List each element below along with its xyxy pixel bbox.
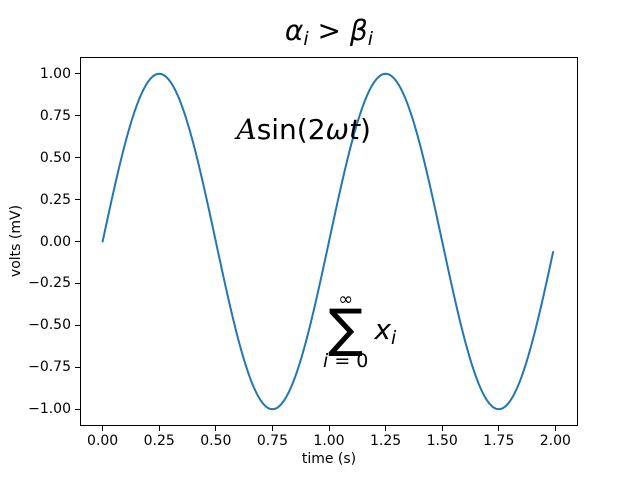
signal-line	[101, 72, 555, 411]
y-tick-label: 1.00	[39, 65, 71, 82]
title-alpha: α	[284, 14, 304, 47]
sum-lower-limit: i = 0	[323, 349, 369, 373]
plot-title: αi > βi	[80, 14, 578, 50]
x-axis-label: time (s)	[301, 451, 357, 467]
tick-mark	[328, 426, 330, 431]
tick-mark	[75, 115, 80, 117]
tick-mark	[441, 426, 443, 431]
x-tick-label: 0.50	[200, 433, 232, 449]
y-tick-label: −1.00	[28, 401, 71, 418]
y-axis-label: volts (mV)	[8, 204, 24, 278]
tick-mark	[102, 426, 104, 431]
x-tick-label: 0.00	[87, 433, 119, 449]
x-tick-label: 2.00	[539, 433, 571, 449]
sigma-symbol: ∑	[328, 299, 364, 360]
x-tick-label: 1.25	[369, 433, 402, 449]
tick-mark	[158, 426, 160, 431]
annotation-sin-fn: sin(2	[256, 112, 326, 146]
x-tick-label: 1.50	[426, 433, 458, 449]
x-tick-label: 1.00	[313, 433, 345, 449]
tick-mark	[385, 426, 387, 431]
tick-mark	[271, 426, 273, 431]
tick-mark	[75, 324, 80, 326]
title-beta-subscript: i	[367, 28, 374, 50]
y-tick-label: 0.50	[39, 149, 71, 166]
tick-mark	[215, 426, 217, 431]
sum-lower-value: = 0	[328, 349, 369, 372]
sum-term-subscript: i	[390, 326, 397, 349]
annotation-sum-term: xi	[374, 312, 397, 349]
y-tick-label: 0.25	[39, 191, 71, 208]
title-alpha-subscript: i	[303, 28, 309, 50]
sum-term-x: x	[374, 312, 391, 346]
annotation-sum-operator: ∞ ∑ i = 0	[323, 291, 368, 372]
x-tick-label: 0.25	[143, 433, 175, 449]
title-relation: >	[308, 14, 350, 47]
x-tick-label: 1.75	[483, 433, 515, 449]
tick-mark	[75, 366, 80, 368]
annotation-sin-close: )	[359, 112, 371, 146]
y-tick-label: 0.75	[39, 107, 71, 124]
x-tick-label: 0.75	[256, 433, 288, 449]
tick-mark	[75, 157, 80, 159]
annotation-sin-omega: ω	[325, 112, 349, 146]
annotation-sin-t: t	[349, 112, 360, 146]
annotation-sum: ∞ ∑ i = 0 xi	[323, 291, 396, 372]
infinity-symbol: ∞	[338, 289, 354, 311]
sum-lower-index: i	[323, 349, 329, 372]
tick-mark	[75, 282, 80, 284]
y-tick-label: −0.25	[28, 275, 71, 292]
tick-mark	[75, 199, 80, 201]
annotation-sin: Asin(2ωt)	[236, 112, 371, 146]
y-tick-label: −0.75	[28, 359, 71, 376]
sine-curve	[101, 72, 555, 411]
y-tick-label: 0.00	[39, 233, 71, 250]
y-tick-label: −0.50	[28, 317, 71, 334]
tick-mark	[498, 426, 500, 431]
annotation-sin-cal-a: A	[236, 112, 257, 146]
tick-mark	[554, 426, 556, 431]
title-beta: β	[349, 14, 368, 47]
tick-mark	[75, 241, 80, 242]
tick-mark	[75, 408, 80, 410]
tick-mark	[75, 73, 80, 75]
